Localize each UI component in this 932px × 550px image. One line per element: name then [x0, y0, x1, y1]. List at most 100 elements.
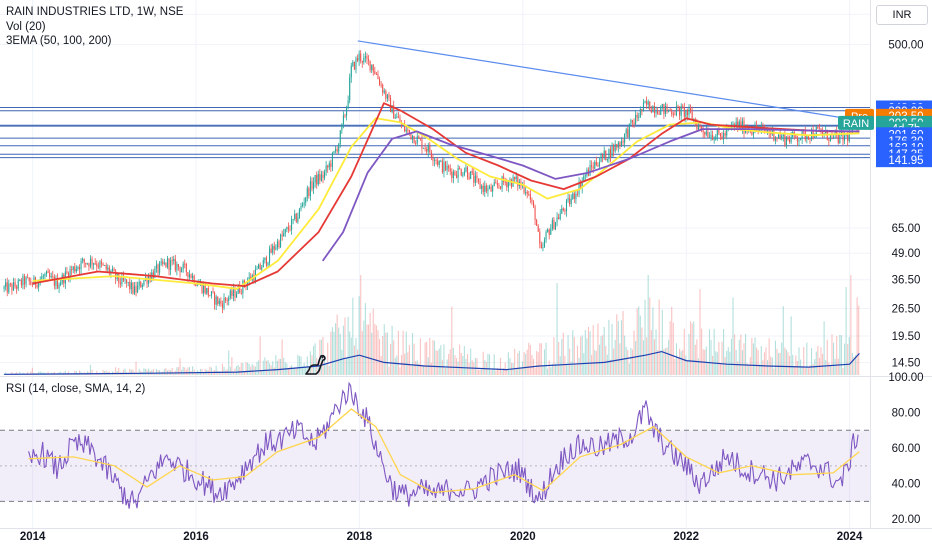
volume-layer: [3, 275, 860, 375]
candle-body: [14, 282, 16, 287]
volume-bar: [606, 354, 608, 375]
candle-body: [206, 288, 208, 294]
candle-body: [111, 268, 114, 272]
volume-bar: [267, 360, 269, 375]
candle-body: [129, 281, 131, 290]
candle-body: [696, 122, 698, 130]
candle-body: [745, 129, 747, 134]
candle-body: [19, 279, 21, 281]
volume-bar: [459, 344, 461, 375]
currency-button[interactable]: INR: [876, 5, 928, 25]
candle-body: [173, 259, 175, 261]
tradingview-logo-icon[interactable]: [304, 352, 328, 376]
volume-bar: [842, 367, 844, 375]
volume-bar: [72, 374, 74, 375]
volume-bar: [357, 349, 359, 375]
candle-body: [647, 101, 649, 105]
candle-body: [166, 258, 169, 268]
candle-body: [319, 174, 321, 181]
volume-bar: [631, 349, 634, 375]
volume-bar: [218, 371, 220, 375]
ema-legend[interactable]: 3EMA (50, 100, 200): [6, 35, 112, 47]
volume-bar: [789, 355, 791, 375]
volume-bar: [776, 348, 778, 375]
volume-bar: [75, 370, 77, 375]
time-axis[interactable]: 2014 2016 2018 2020 2022 2024: [20, 531, 863, 543]
volume-bar: [803, 347, 805, 375]
candle-body: [309, 181, 311, 197]
candle-body: [828, 139, 830, 141]
volume-bar: [763, 352, 765, 375]
volume-bar: [848, 337, 850, 375]
candle-body: [501, 176, 503, 189]
candle-body: [719, 133, 721, 136]
volume-bar: [523, 352, 525, 375]
candle-body: [454, 171, 456, 175]
volume-bar: [184, 367, 186, 375]
volume-bar: [265, 360, 267, 375]
candle-body: [446, 165, 448, 171]
volume-bar: [93, 374, 95, 375]
rsi-band-layer: [0, 429, 870, 502]
volume-bar: [762, 360, 764, 375]
candle-body: [74, 266, 76, 272]
candle-body: [49, 272, 51, 278]
volume-bar: [320, 339, 322, 375]
volume-bar: [386, 332, 388, 375]
volume-bar: [587, 327, 590, 375]
volume-bar: [402, 330, 404, 375]
candle-body: [798, 140, 800, 142]
volume-bar: [39, 371, 41, 375]
candle-body: [608, 149, 610, 160]
volume-bar: [642, 340, 645, 375]
volume-bar: [451, 306, 453, 375]
symbol-title[interactable]: RAIN INDUSTRIES LTD, 1W, NSE: [6, 6, 184, 18]
price-axis[interactable]: 700.00500.00239.0065.0049.0036.5026.5019…: [888, 9, 923, 526]
volume-bar: [697, 358, 700, 375]
candle-body: [677, 106, 679, 108]
candle-body: [430, 152, 432, 158]
volume-bar: [677, 357, 679, 375]
candle-body: [492, 185, 494, 192]
volume-bar: [844, 343, 846, 375]
volume-bar: [639, 315, 641, 375]
volume-bar: [349, 331, 351, 375]
volume-legend[interactable]: Vol (20): [6, 21, 46, 33]
candle-body: [210, 291, 213, 296]
candle-body: [85, 262, 87, 265]
candle-body: [611, 145, 613, 158]
volume-bar: [30, 371, 32, 375]
volume-bar: [484, 360, 486, 375]
candle-body: [710, 134, 712, 138]
volume-bar: [782, 306, 784, 375]
volume-bar: [397, 330, 399, 375]
volume-bar: [212, 371, 214, 375]
volume-bar: [330, 331, 332, 375]
volume-bar: [105, 370, 107, 375]
volume-bar: [198, 371, 200, 375]
volume-bar: [699, 289, 701, 375]
volume-bar: [375, 325, 377, 375]
volume-bar: [490, 370, 492, 375]
candle-body: [495, 182, 497, 184]
candle-body: [517, 176, 519, 187]
candle-body: [625, 129, 627, 134]
candle-body: [347, 100, 349, 108]
candle-body: [639, 108, 641, 117]
candle-body: [232, 288, 234, 296]
rsi-legend[interactable]: RSI (14, close, SMA, 14, 2): [6, 383, 146, 395]
volume-bar: [823, 321, 825, 375]
candle-body: [273, 245, 275, 250]
volume-bar: [146, 369, 148, 375]
volume-bar: [154, 373, 156, 375]
candle-body: [415, 143, 417, 145]
candle-body: [407, 129, 409, 131]
volume-bar: [367, 324, 370, 375]
candle-body: [355, 57, 357, 70]
candle-body: [548, 229, 550, 235]
volume-bar: [851, 353, 853, 375]
volume-bar: [165, 368, 167, 375]
volume-bar: [517, 353, 519, 375]
candle-body: [346, 107, 348, 116]
candle-body: [119, 282, 121, 285]
